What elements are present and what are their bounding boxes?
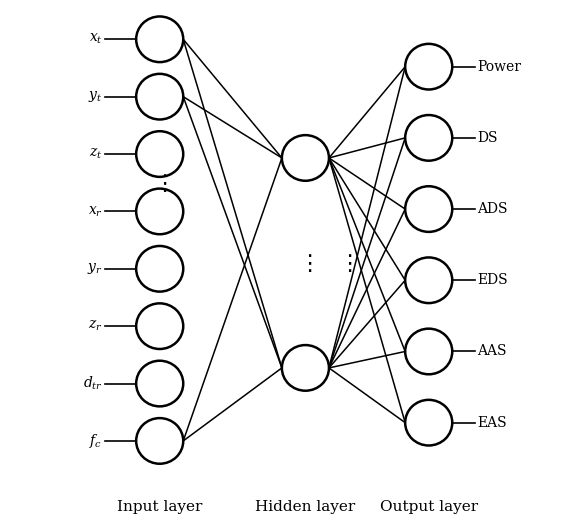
- Text: $f_c$: $f_c$: [89, 432, 102, 450]
- Ellipse shape: [136, 74, 183, 120]
- Text: ADS: ADS: [478, 202, 508, 216]
- Text: $y_r$: $y_r$: [87, 261, 102, 276]
- Ellipse shape: [282, 345, 329, 391]
- Ellipse shape: [405, 257, 452, 303]
- Ellipse shape: [136, 189, 183, 234]
- Text: EDS: EDS: [478, 274, 508, 287]
- Ellipse shape: [136, 131, 183, 177]
- Text: $\vdots$: $\vdots$: [337, 252, 352, 274]
- Text: $\vdots$: $\vdots$: [298, 252, 312, 274]
- Text: EAS: EAS: [478, 415, 507, 430]
- Ellipse shape: [282, 135, 329, 181]
- Ellipse shape: [136, 418, 183, 464]
- Ellipse shape: [405, 329, 452, 374]
- Ellipse shape: [136, 303, 183, 349]
- Ellipse shape: [136, 17, 183, 62]
- Ellipse shape: [405, 115, 452, 161]
- Ellipse shape: [405, 44, 452, 89]
- Ellipse shape: [405, 186, 452, 232]
- Text: $z_t$: $z_t$: [89, 147, 102, 161]
- Text: $d_{tr}$: $d_{tr}$: [83, 375, 102, 392]
- Text: Hidden layer: Hidden layer: [255, 500, 355, 514]
- Text: Power: Power: [478, 60, 521, 74]
- Ellipse shape: [136, 246, 183, 292]
- Ellipse shape: [136, 361, 183, 406]
- Text: $\vdots$: $\vdots$: [153, 172, 167, 194]
- Text: $y_t$: $y_t$: [88, 89, 102, 104]
- Text: $z_r$: $z_r$: [88, 319, 102, 333]
- Text: DS: DS: [478, 131, 498, 145]
- Text: AAS: AAS: [478, 344, 507, 358]
- Ellipse shape: [405, 400, 452, 446]
- Text: Output layer: Output layer: [380, 500, 478, 514]
- Text: $x_t$: $x_t$: [89, 32, 102, 46]
- Text: Input layer: Input layer: [117, 500, 203, 514]
- Text: $x_r$: $x_r$: [88, 204, 102, 218]
